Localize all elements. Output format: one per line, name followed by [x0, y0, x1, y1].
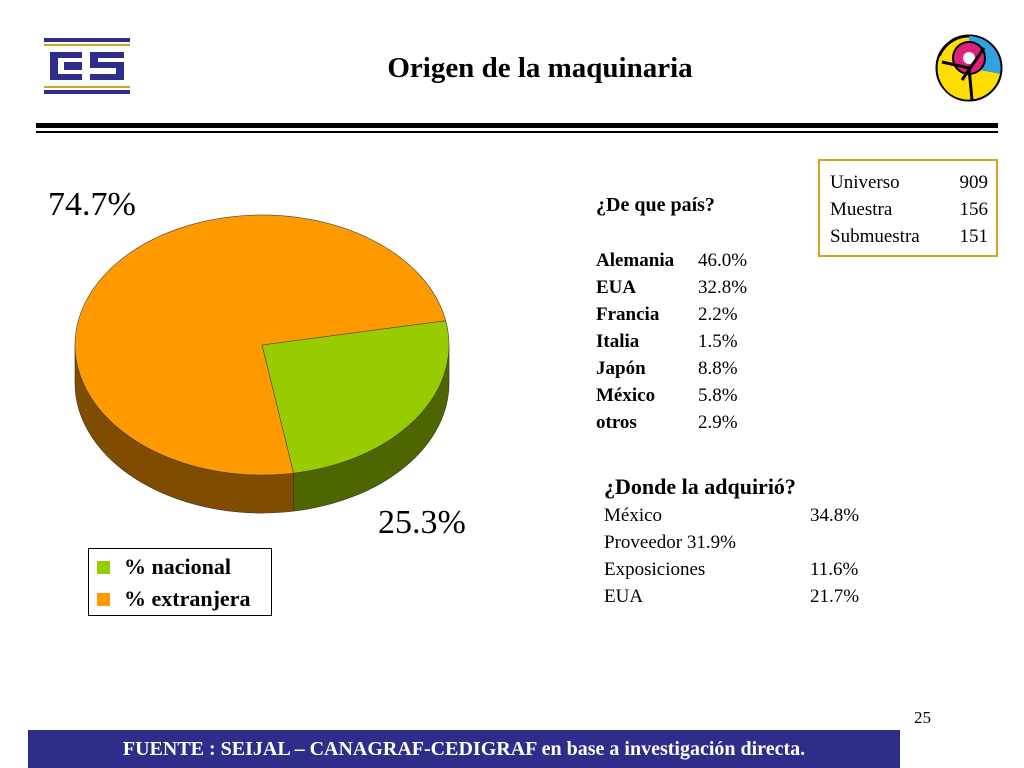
place-name: EUA [604, 586, 644, 607]
country-table: Alemania 46.0% EUA 32.8% Francia 2.2% Itali… [596, 250, 796, 440]
pie-chart [74, 214, 450, 514]
data-label-extranjera: 74.7% [48, 186, 136, 223]
sample-size-box: Universo 909 Muestra 156 Submuestra 151 [818, 159, 998, 257]
sample-row: Universo 909 [830, 172, 988, 194]
place-value: 34.8% [810, 505, 860, 526]
header-divider [36, 123, 998, 128]
country-value: 2.2% [698, 304, 738, 325]
sample-value: 156 [959, 199, 989, 220]
country-value: 2.9% [698, 412, 738, 433]
country-value: 5.8% [698, 385, 738, 406]
place-name: Exposiciones [604, 559, 706, 580]
pie-slice-nacional [261, 320, 450, 474]
header-divider-thin [36, 131, 998, 133]
legend-item-nacional: % nacional [97, 552, 231, 582]
sample-label: Muestra [830, 199, 893, 220]
legend-swatch-nacional [97, 560, 110, 574]
acquisition-table: México 34.8% Proveedor 31.9% Exposiciones… [604, 505, 884, 615]
sample-value: 151 [959, 226, 989, 247]
country-value: 1.5% [698, 331, 738, 352]
legend-label: % nacional [124, 554, 231, 579]
place-value: 11.6% [810, 559, 859, 580]
country-name: Japón [596, 358, 646, 379]
legend-label: % extranjera [124, 586, 251, 611]
pie-slice-extranjera [74, 214, 447, 476]
page-title: Origen de la maquinaria [387, 52, 693, 84]
country-name: México [596, 385, 656, 406]
sample-value: 909 [959, 172, 989, 193]
sample-label: Submuestra [830, 226, 920, 247]
legend-swatch-extranjera [97, 592, 110, 606]
source-footer: FUENTE : SEIJAL – CANAGRAF-CEDIGRAF en b… [28, 730, 900, 768]
canagraf-logo-icon [44, 38, 130, 94]
country-table-title: ¿De que país? [596, 194, 715, 216]
place-name: Proveedor 31.9% [604, 532, 736, 553]
country-value: 8.8% [698, 358, 738, 379]
country-value: 46.0% [698, 250, 748, 271]
legend-item-extranjera: % extranjera [97, 584, 250, 614]
country-name: otros [596, 412, 637, 433]
sample-row: Muestra 156 [830, 199, 988, 221]
country-name: Alemania [596, 250, 675, 271]
country-name: Francia [596, 304, 660, 325]
place-name: México [604, 505, 663, 526]
country-name: EUA [596, 277, 637, 298]
sample-label: Universo [830, 172, 900, 193]
page-number: 25 [914, 708, 931, 727]
country-name: Italia [596, 331, 640, 352]
sample-row: Submuestra 151 [830, 226, 988, 248]
country-value: 32.8% [698, 277, 748, 298]
acquisition-table-title: ¿Donde la adquirió? [604, 474, 796, 499]
chart-legend: % nacional % extranjera [88, 548, 272, 616]
data-label-nacional: 25.3% [378, 504, 466, 541]
cedigraf-logo-icon [935, 34, 1003, 102]
place-value: 21.7% [810, 586, 860, 607]
